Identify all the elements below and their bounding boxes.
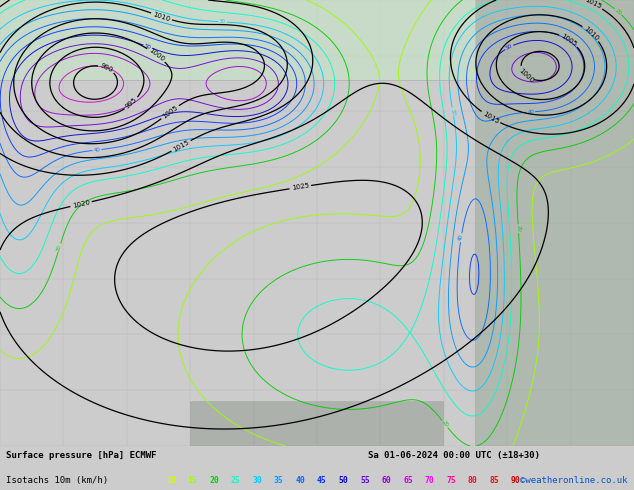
Text: 20: 20 bbox=[56, 244, 63, 252]
Text: 50: 50 bbox=[339, 476, 348, 485]
Text: 55: 55 bbox=[360, 476, 370, 485]
Text: 75: 75 bbox=[446, 476, 456, 485]
Text: 20: 20 bbox=[515, 225, 521, 232]
Text: 1005: 1005 bbox=[161, 104, 179, 120]
Text: 90: 90 bbox=[511, 476, 521, 485]
Text: 10: 10 bbox=[166, 476, 176, 485]
Text: 995: 995 bbox=[125, 97, 139, 110]
Text: 15: 15 bbox=[188, 476, 197, 485]
Text: Sa 01-06-2024 00:00 UTC (±18+30): Sa 01-06-2024 00:00 UTC (±18+30) bbox=[368, 451, 540, 460]
Text: 1000: 1000 bbox=[517, 67, 534, 84]
Text: 50: 50 bbox=[144, 43, 152, 50]
Text: 35: 35 bbox=[274, 476, 283, 485]
Text: 25: 25 bbox=[231, 476, 240, 485]
Text: Surface pressure [hPa] ECMWF: Surface pressure [hPa] ECMWF bbox=[6, 451, 157, 460]
Text: 65: 65 bbox=[403, 476, 413, 485]
Text: 50: 50 bbox=[505, 44, 514, 51]
Text: 990: 990 bbox=[99, 63, 114, 74]
Text: ©weatheronline.co.uk: ©weatheronline.co.uk bbox=[520, 476, 628, 485]
Text: 85: 85 bbox=[489, 476, 499, 485]
Text: 70: 70 bbox=[425, 476, 434, 485]
Text: 40: 40 bbox=[93, 147, 101, 153]
Text: 40: 40 bbox=[295, 476, 305, 485]
Text: Isotachs 10m (km/h): Isotachs 10m (km/h) bbox=[6, 476, 108, 485]
Text: 1000: 1000 bbox=[147, 47, 165, 63]
Text: 1015: 1015 bbox=[583, 0, 602, 10]
Text: 1015: 1015 bbox=[481, 110, 500, 124]
Text: 40: 40 bbox=[527, 109, 534, 115]
Text: 1025: 1025 bbox=[291, 183, 309, 192]
Text: 80: 80 bbox=[468, 476, 477, 485]
Text: 1010: 1010 bbox=[152, 11, 171, 23]
Text: 1010: 1010 bbox=[583, 25, 600, 42]
Text: 30: 30 bbox=[219, 19, 226, 24]
Text: 1005: 1005 bbox=[560, 32, 578, 48]
Text: 20: 20 bbox=[209, 476, 219, 485]
Text: 40: 40 bbox=[458, 234, 464, 242]
Text: 60: 60 bbox=[382, 476, 391, 485]
Text: 1015: 1015 bbox=[172, 139, 190, 153]
Text: 20: 20 bbox=[441, 420, 449, 428]
Text: 30: 30 bbox=[450, 108, 456, 116]
Text: 45: 45 bbox=[317, 476, 327, 485]
Text: 30: 30 bbox=[252, 476, 262, 485]
Text: 20: 20 bbox=[614, 7, 623, 16]
Text: 1020: 1020 bbox=[72, 199, 91, 209]
